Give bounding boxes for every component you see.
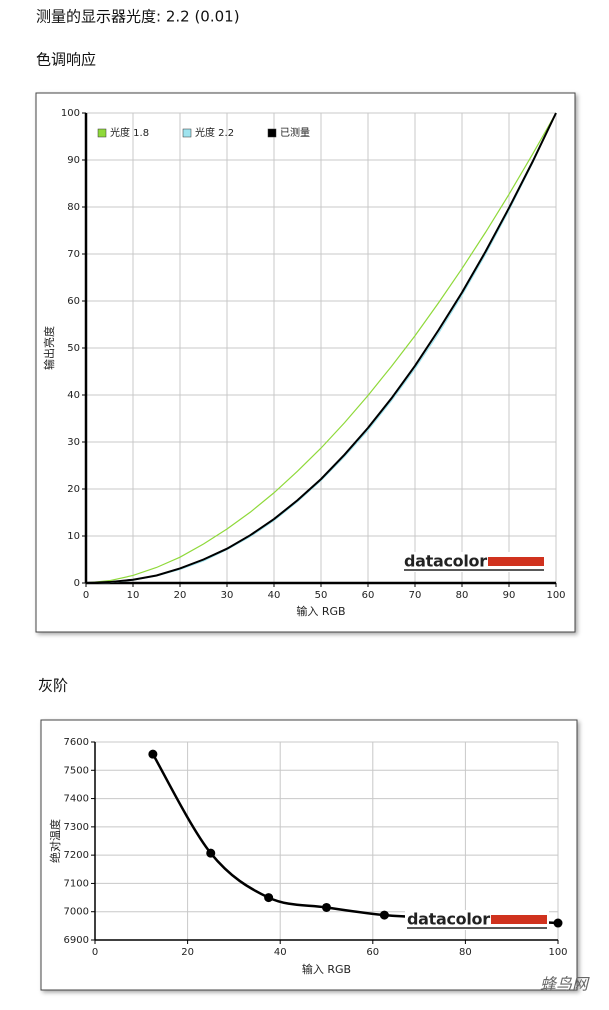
x-axis-label: 输入 RGB xyxy=(302,962,351,976)
y-tick-label: 7200 xyxy=(64,850,89,861)
x-tick-label: 100 xyxy=(548,947,567,958)
logo: datacolor xyxy=(407,910,490,929)
y-tick-label: 7400 xyxy=(64,794,89,805)
y-tick-label: 70 xyxy=(67,249,80,260)
legend-label: 已测量 xyxy=(280,126,310,139)
y-tick-label: 0 xyxy=(74,578,80,589)
x-tick-label: 60 xyxy=(366,947,379,958)
x-tick-label: 40 xyxy=(274,947,287,958)
watermark: 蜂鸟网 xyxy=(540,975,590,994)
data-point xyxy=(379,910,389,920)
x-tick-label: 30 xyxy=(221,590,234,601)
y-axis-label: 绝对温度 xyxy=(48,819,62,863)
legend-swatch xyxy=(267,128,277,138)
x-tick-label: 80 xyxy=(459,947,472,958)
page-title: 测量的显示器光度: 2.2 (0.01) xyxy=(36,8,240,26)
y-tick-label: 7100 xyxy=(64,878,89,889)
x-tick-label: 20 xyxy=(174,590,187,601)
legend-label: 光度 1.8 xyxy=(110,126,149,139)
y-tick-label: 30 xyxy=(67,437,80,448)
x-tick-label: 20 xyxy=(181,947,194,958)
y-tick-label: 7300 xyxy=(64,822,89,833)
logo: datacolor xyxy=(404,552,487,571)
series-line xyxy=(85,112,557,584)
data-point xyxy=(553,918,563,928)
logo-bar xyxy=(491,915,547,924)
chart-frame xyxy=(35,92,576,633)
data-point xyxy=(206,848,216,858)
x-tick-label: 100 xyxy=(546,590,565,601)
y-tick-label: 40 xyxy=(67,390,80,401)
legend-swatch xyxy=(182,128,192,138)
x-tick-label: 50 xyxy=(315,590,328,601)
x-tick-label: 70 xyxy=(409,590,422,601)
section-title: 灰阶 xyxy=(38,677,68,695)
x-tick-label: 10 xyxy=(127,590,140,601)
logo-bar xyxy=(488,557,544,566)
x-axis-label: 输入 RGB xyxy=(296,604,345,618)
series-line xyxy=(85,112,557,584)
x-tick-label: 0 xyxy=(83,590,89,601)
y-tick-label: 7500 xyxy=(64,765,89,776)
x-tick-label: 0 xyxy=(92,947,98,958)
y-tick-label: 80 xyxy=(67,202,80,213)
x-tick-label: 80 xyxy=(456,590,469,601)
y-tick-label: 7000 xyxy=(64,907,89,918)
y-tick-label: 10 xyxy=(67,531,80,542)
y-tick-label: 60 xyxy=(67,296,80,307)
y-tick-label: 7600 xyxy=(64,737,89,748)
data-point xyxy=(148,749,158,759)
x-tick-label: 90 xyxy=(503,590,516,601)
y-tick-label: 20 xyxy=(67,484,80,495)
y-axis-label: 输出亮度 xyxy=(42,326,56,370)
y-tick-label: 6900 xyxy=(64,935,89,946)
y-tick-label: 100 xyxy=(61,108,80,119)
legend-label: 光度 2.2 xyxy=(195,126,234,139)
x-tick-label: 40 xyxy=(268,590,281,601)
x-tick-label: 60 xyxy=(362,590,375,601)
data-point xyxy=(264,893,274,903)
data-point xyxy=(322,902,331,912)
y-tick-label: 50 xyxy=(67,343,80,354)
y-tick-label: 90 xyxy=(67,155,80,166)
section-title: 色调响应 xyxy=(36,51,96,69)
legend-swatch xyxy=(97,128,107,138)
